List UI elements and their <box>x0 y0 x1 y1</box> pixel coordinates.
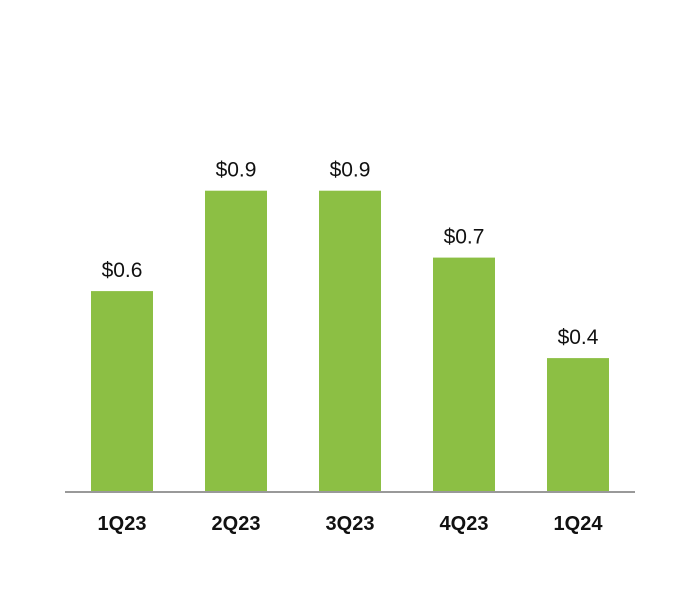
data-label-3q23: $0.9 <box>330 159 371 182</box>
bar-2q23 <box>205 190 267 492</box>
bar-4q23 <box>433 257 495 492</box>
x-tick-label-4q23: 4Q23 <box>440 513 489 535</box>
data-label-1q23: $0.6 <box>102 259 143 282</box>
data-labels-group: $0.6 $0.9 $0.9 $0.7 $0.4 <box>102 159 599 349</box>
bar-1q24 <box>547 358 609 492</box>
data-label-1q24: $0.4 <box>558 326 599 349</box>
bar-3q23 <box>319 190 381 492</box>
x-tick-label-3q23: 3Q23 <box>326 513 375 535</box>
x-tick-label-1q24: 1Q24 <box>554 513 604 535</box>
tick-labels-group: 1Q23 2Q23 3Q23 4Q23 1Q24 <box>98 513 604 535</box>
x-tick-label-1q23: 1Q23 <box>98 513 147 535</box>
x-tick-label-2q23: 2Q23 <box>212 513 261 535</box>
data-label-4q23: $0.7 <box>444 226 485 249</box>
bars-group <box>91 190 609 492</box>
data-label-2q23: $0.9 <box>216 159 257 182</box>
bar-1q23 <box>91 291 153 492</box>
